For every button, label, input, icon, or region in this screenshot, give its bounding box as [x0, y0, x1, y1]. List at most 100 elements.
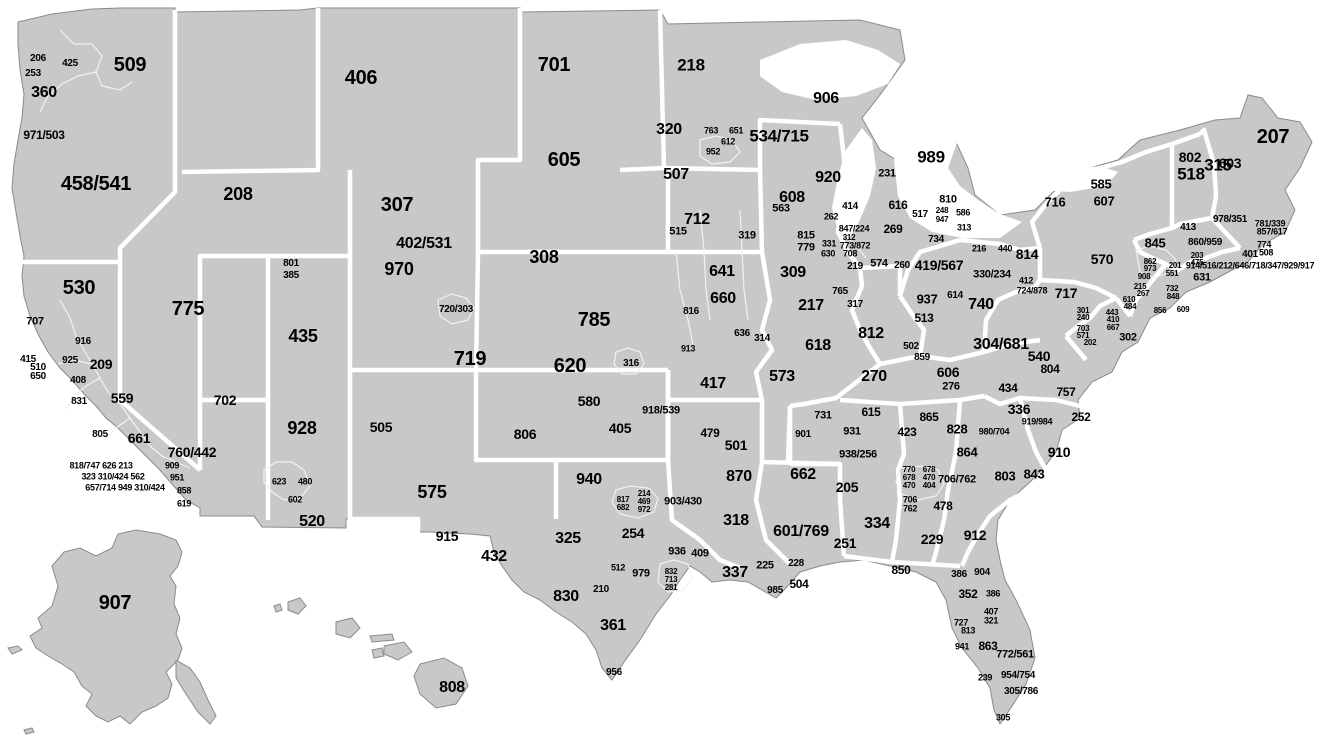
area-code-label: 386 [985, 588, 1001, 599]
area-code-label: 904 [974, 567, 990, 578]
area-code-label: 806 [513, 426, 537, 442]
area-code-label: 641 [709, 263, 735, 280]
area-code-label: 720/303 [438, 304, 474, 315]
area-code-label: 712 [684, 211, 710, 228]
area-code-label: 606 [936, 364, 960, 380]
area-code-label: 308 [529, 247, 559, 267]
area-code-label: 507 [663, 166, 689, 183]
hawaii-kauai [287, 597, 307, 615]
area-code-label: 470 [922, 473, 936, 482]
area-code-label: 619 [176, 498, 192, 509]
area-code-label: 208 [223, 184, 253, 204]
area-code-label: 419/567 [914, 257, 964, 273]
area-code-label: 870 [726, 468, 752, 485]
area-code-label: 407 [983, 606, 999, 617]
area-code-label: 415 [20, 354, 36, 365]
area-code-label: 505 [369, 419, 393, 435]
area-code-label: 209 [89, 356, 113, 372]
hawaii-lanai [371, 647, 385, 659]
area-code-label: 734 [928, 234, 944, 245]
area-code-label: 231 [878, 167, 896, 180]
area-code-label: 314 [754, 333, 770, 344]
area-code-label: 386 [951, 569, 967, 580]
area-code-label: 409 [691, 547, 709, 560]
area-code-label: 260 [894, 260, 910, 271]
area-code-label: 913 [680, 343, 696, 354]
area-code-label: 312 [842, 233, 856, 242]
area-code-label: 916 [75, 336, 91, 347]
area-code-label: 703 [1076, 324, 1090, 333]
area-code-label: 901 [795, 429, 811, 440]
area-code-label: 502 [903, 341, 919, 352]
area-code-label: 972 [637, 505, 651, 514]
area-code-label: 774 [1256, 239, 1272, 250]
area-code-label: 618 [805, 337, 831, 354]
area-code-label: 717 [1054, 285, 1078, 301]
area-code-label: 512 [610, 562, 626, 573]
area-code-label: 941 [954, 641, 970, 652]
area-code-label: 480 [297, 476, 313, 487]
alaska-shape [29, 529, 183, 725]
area-code-label: 360 [31, 84, 57, 101]
area-code-label: 269 [883, 222, 903, 236]
area-code-label: 912 [963, 527, 987, 543]
area-code-label: 270 [861, 368, 887, 385]
area-code-label: 319 [738, 229, 756, 242]
area-code-label: 217 [798, 297, 824, 314]
area-code-label: 859 [914, 352, 930, 363]
area-code-label: 309 [780, 264, 806, 281]
area-code-label: 903/430 [664, 495, 702, 508]
area-code-label: 843 [1023, 466, 1045, 482]
area-code-label: 678 [922, 465, 936, 474]
area-code-label: 510 [30, 362, 46, 373]
area-code-label: 760/442 [167, 444, 217, 460]
area-code-label: 440 [997, 243, 1013, 254]
area-code-label: 405 [608, 420, 632, 436]
area-code-label: 802 [1178, 149, 1202, 165]
area-code-label: 832 [664, 567, 678, 576]
hawaii-maui [383, 641, 413, 661]
area-code-label: 804 [1040, 362, 1060, 376]
area-code-label: 225 [756, 559, 774, 572]
area-code-label: 586 [955, 207, 971, 218]
area-code-label: 781/339 [1254, 218, 1286, 229]
area-code-label: 740 [968, 296, 994, 313]
area-code-label: 706/762 [938, 473, 976, 486]
area-code-label: 229 [920, 531, 944, 547]
area-code-label: 702 [213, 392, 237, 408]
area-code-label: 919/984 [1021, 416, 1053, 427]
area-code-label: 615 [861, 405, 881, 419]
area-code-label: 262 [823, 211, 839, 222]
area-code-label: 443 [1105, 308, 1119, 317]
area-code-label: 276 [942, 380, 960, 393]
area-code-label: 517 [912, 209, 928, 220]
area-code-label: 864 [956, 444, 978, 460]
area-code-label: 724/878 [1016, 285, 1048, 296]
area-code-label: 602 [287, 494, 303, 505]
area-code-label: 240 [1076, 313, 1090, 322]
area-code-label: 605 [547, 149, 581, 171]
area-code-label: 765 [832, 286, 848, 297]
area-code-label: 253 [25, 68, 41, 79]
area-code-label: 814 [1015, 246, 1039, 262]
area-code-label: 918/539 [642, 404, 680, 417]
area-code-label: 302 [1119, 331, 1137, 344]
area-code-label: 385 [283, 270, 299, 281]
area-code-label: 614 [947, 290, 963, 301]
area-code-label: 210 [593, 584, 609, 595]
area-code-label: 847/224 [838, 223, 870, 234]
area-code-label: 763 [703, 125, 719, 136]
area-code-label: 571 [1076, 331, 1090, 340]
alaska-aleutian-b [23, 727, 35, 735]
area-code-label: 318 [723, 512, 749, 529]
area-code-label: 458/541 [60, 173, 132, 195]
area-code-label: 469 [637, 497, 651, 506]
area-code-label: 657/714 949 310/424 [85, 482, 165, 493]
area-code-label: 865 [919, 410, 939, 424]
area-code-label: 228 [788, 558, 804, 569]
area-code-label: 612 [720, 136, 736, 147]
area-code-label: 575 [417, 482, 447, 502]
area-code-label: 662 [790, 466, 816, 483]
alaska-panhandle [175, 659, 217, 725]
area-code-label: 540 [1027, 348, 1051, 364]
